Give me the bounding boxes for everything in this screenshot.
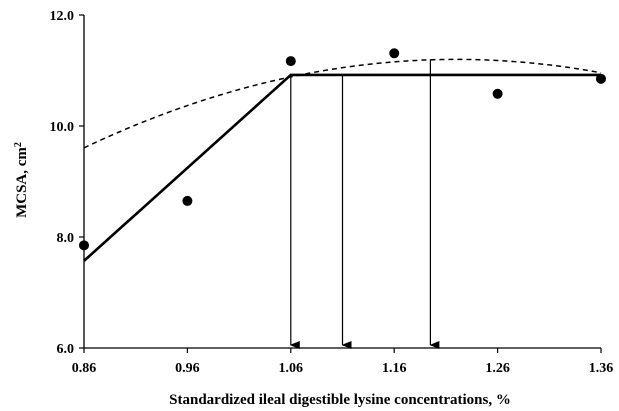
data-point <box>389 48 400 59</box>
y-tick-label: 8.0 <box>57 231 75 246</box>
quadratic-fit-curve <box>83 58 602 149</box>
y-axis-title: MCSA, cm2 <box>13 142 31 218</box>
data-point <box>596 73 606 84</box>
x-tick-label: 1.36 <box>589 361 614 376</box>
data-point <box>182 195 193 206</box>
x-tick-label: 1.06 <box>279 361 304 376</box>
data-point <box>79 240 89 251</box>
data-points <box>79 48 606 251</box>
breakpoint-arrows <box>289 59 440 349</box>
axes <box>79 14 602 353</box>
x-tick-label: 1.16 <box>382 361 407 376</box>
x-tick-label: 0.96 <box>175 361 200 376</box>
data-point <box>285 56 296 67</box>
y-tick-label: 6.0 <box>57 342 75 357</box>
x-axis-title: Standardized ileal digestible lysine con… <box>169 392 511 408</box>
x-tick-label: 0.86 <box>72 361 97 376</box>
y-tick-label: 12.0 <box>50 9 75 24</box>
y-tick-label: 10.0 <box>50 120 75 135</box>
y-axis-title-superscript: 2 <box>13 142 24 147</box>
data-point <box>492 88 503 99</box>
y-axis-title-main: MCSA, cm <box>14 147 30 218</box>
x-tick-label: 1.26 <box>485 361 510 376</box>
tick-labels: 6.0 8.0 10.0 12.0 0.86 0.96 1.06 1.16 1.26 1.36 <box>50 9 614 376</box>
